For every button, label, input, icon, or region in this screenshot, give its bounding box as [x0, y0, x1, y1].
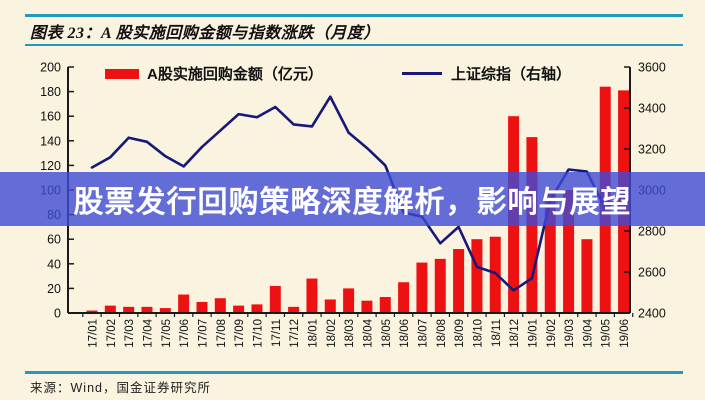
footer-divider	[25, 371, 683, 374]
right-axis-label: 3200	[638, 143, 666, 157]
buyback-bar	[471, 239, 483, 313]
legend-item-index: 上证综指（右轴）	[402, 63, 571, 84]
buyback-bar	[288, 306, 300, 313]
buyback-bar	[453, 249, 465, 313]
x-axis-label: 17/04	[142, 318, 154, 347]
buyback-bar	[233, 305, 245, 313]
x-axis-label: 17/10	[252, 319, 264, 348]
buyback-bar	[159, 308, 171, 313]
buyback-bar	[544, 190, 556, 313]
x-axis-label: 18/05	[381, 319, 393, 348]
line-swatch-icon	[402, 72, 442, 75]
left-axis-label: 140	[40, 134, 61, 148]
right-axis-label: 2800	[638, 225, 666, 239]
x-axis-label: 17/09	[234, 319, 246, 348]
x-axis-label: 19/02	[546, 319, 558, 348]
buyback-bar	[563, 190, 575, 313]
x-axis-label: 18/07	[417, 319, 429, 348]
buyback-bar	[251, 304, 263, 313]
buyback-bar	[361, 300, 373, 313]
x-axis-label: 17/05	[161, 319, 173, 348]
x-axis-label: 18/06	[399, 319, 411, 348]
buyback-bar	[434, 258, 446, 313]
x-axis-label: 19/05	[601, 319, 613, 348]
x-axis-label: 18/12	[509, 319, 521, 348]
right-axis-label: 3600	[638, 61, 666, 75]
x-axis-label: 18/03	[344, 319, 356, 348]
buyback-bar	[141, 306, 153, 313]
title-divider	[25, 44, 683, 46]
buyback-bar	[343, 288, 355, 313]
legend-item-buyback: A股实施回购金额（亿元）	[105, 63, 323, 84]
legend-index-label: 上证综指（右轴）	[451, 66, 572, 83]
index-line	[90, 95, 625, 292]
left-axis-label: 0	[54, 307, 61, 321]
x-axis-label: 18/02	[326, 319, 338, 348]
top-divider	[25, 14, 683, 17]
buyback-bar	[398, 282, 410, 313]
x-axis-label: 19/06	[619, 319, 631, 348]
left-axis-label: 40	[47, 257, 61, 271]
right-axis-label: 2600	[638, 266, 666, 280]
buyback-bar	[214, 298, 226, 313]
source-note: 来源：Wind，国金证券研究所	[30, 381, 211, 395]
x-axis-label: 19/03	[564, 319, 576, 348]
buyback-bar	[269, 285, 281, 313]
right-axis-label: 2400	[638, 307, 666, 321]
x-axis-label: 17/03	[124, 319, 136, 348]
left-axis-label: 180	[40, 85, 61, 99]
buyback-bar	[196, 301, 208, 313]
x-axis-label: 17/06	[179, 319, 191, 348]
x-axis-label: 17/08	[216, 319, 228, 348]
x-axis-label: 18/09	[454, 319, 466, 348]
buyback-bar	[123, 306, 135, 313]
buyback-bar	[581, 239, 593, 313]
right-axis-label: 3400	[638, 102, 666, 116]
left-axis-label: 120	[40, 159, 61, 173]
legend-buyback-label: A股实施回购金额（亿元）	[147, 66, 323, 83]
x-axis-label: 18/01	[307, 319, 319, 348]
left-axis-label: 200	[40, 61, 61, 75]
chart-title: 图表 23：A 股实施回购金额与指数涨跌（月度）	[30, 25, 380, 42]
x-axis-label: 17/02	[106, 319, 118, 348]
left-axis-label: 20	[47, 282, 61, 296]
x-axis-label: 19/01	[527, 319, 539, 348]
left-axis-label: 160	[40, 110, 61, 124]
watermark-banner: 股票发行回购策略深度解析，影响与展望	[0, 172, 705, 226]
buyback-bar	[178, 294, 190, 313]
x-axis-label: 18/11	[491, 319, 503, 347]
buyback-bar	[104, 305, 116, 313]
buyback-bar	[489, 236, 501, 313]
x-axis-label: 18/04	[362, 318, 374, 347]
x-axis-label: 17/01	[88, 319, 100, 348]
x-axis-label: 18/08	[436, 319, 448, 348]
buyback-bar	[416, 262, 428, 313]
left-axis-label: 60	[47, 233, 61, 247]
buyback-bar	[306, 278, 318, 313]
x-axis-label: 17/12	[289, 319, 301, 348]
x-axis-label: 19/04	[582, 318, 594, 347]
bar-swatch-icon	[105, 68, 139, 79]
x-axis-label: 17/07	[197, 319, 209, 348]
watermark-text: 股票发行回购策略深度解析，影响与展望	[73, 186, 632, 219]
x-axis-label: 18/10	[472, 319, 484, 348]
buyback-bar	[86, 310, 98, 313]
x-axis-label: 17/11	[271, 319, 283, 347]
buyback-bar	[379, 297, 391, 313]
buyback-bar	[324, 299, 336, 313]
